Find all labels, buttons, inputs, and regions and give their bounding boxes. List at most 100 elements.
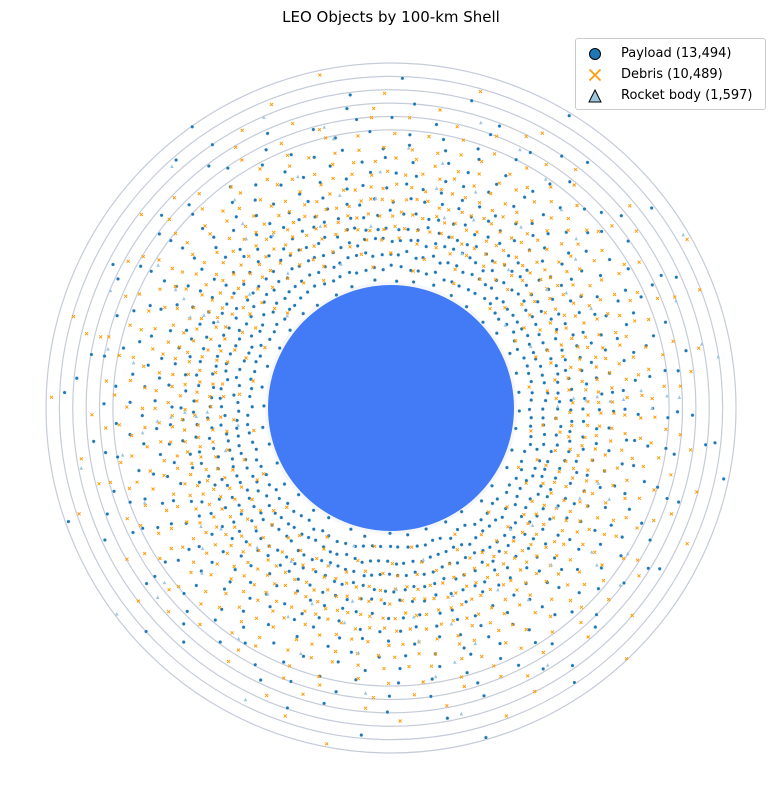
- payload-point: [396, 680, 401, 685]
- payload-point: [486, 219, 491, 224]
- debris-point: [156, 531, 161, 536]
- debris-point: [568, 509, 573, 514]
- debris-point: [600, 248, 604, 253]
- payload-point: [464, 304, 469, 309]
- payload-point: [239, 512, 244, 517]
- debris-point: [257, 635, 262, 640]
- payload-point: [337, 635, 342, 640]
- payload-point: [659, 273, 664, 278]
- payload-point: [490, 603, 495, 608]
- debris-point: [222, 475, 227, 480]
- debris-point: [583, 335, 588, 340]
- debris-point: [571, 400, 575, 405]
- debris-point: [435, 151, 440, 156]
- payload-point: [589, 360, 594, 365]
- payload-point: [515, 494, 520, 499]
- debris-point: [284, 505, 289, 510]
- debris-point: [412, 692, 417, 697]
- debris-point: [255, 478, 260, 482]
- debris-point: [183, 382, 187, 387]
- debris-point: [416, 587, 420, 592]
- debris-point: [221, 209, 225, 213]
- debris-point: [379, 238, 384, 242]
- debris-point: [256, 598, 260, 603]
- rocket-body-point: [286, 271, 290, 275]
- payload-point: [542, 380, 547, 385]
- payload-point: [473, 291, 478, 296]
- debris-point: [214, 325, 218, 330]
- debris-point: [603, 500, 608, 505]
- payload-point: [237, 529, 242, 534]
- debris-point: [180, 417, 185, 422]
- rocket-body-point: [555, 404, 560, 409]
- payload-point: [360, 160, 365, 165]
- debris-point: [347, 204, 352, 209]
- payload-point: [559, 283, 564, 288]
- payload-point: [490, 259, 495, 264]
- payload-point: [66, 519, 71, 524]
- debris-point: [191, 536, 196, 541]
- payload-point: [230, 456, 235, 461]
- debris-point: [435, 637, 440, 641]
- debris-point: [451, 281, 456, 286]
- debris-point: [414, 613, 419, 618]
- payload-point: [460, 270, 465, 275]
- debris-point: [562, 498, 566, 503]
- debris-point: [330, 249, 335, 254]
- payload-point: [556, 533, 561, 538]
- rocket-body-point: [271, 233, 275, 237]
- rocket-body-point: [406, 146, 411, 150]
- payload-point: [541, 415, 546, 420]
- debris-point: [583, 435, 587, 440]
- debris-point: [341, 188, 346, 193]
- payload-point: [115, 455, 120, 460]
- debris-point: [534, 512, 539, 516]
- debris-point: [545, 228, 549, 233]
- payload-point: [388, 531, 393, 536]
- payload-point: [152, 574, 157, 579]
- debris-point: [513, 338, 518, 343]
- debris-point: [228, 514, 233, 519]
- payload-point: [626, 266, 631, 271]
- debris-point: [241, 549, 246, 554]
- debris-point: [301, 692, 305, 697]
- debris-point: [218, 291, 223, 295]
- debris-point: [287, 664, 292, 668]
- payload-point: [292, 617, 297, 622]
- debris-point: [578, 519, 582, 523]
- payload-point: [504, 465, 509, 470]
- debris-point: [158, 556, 162, 561]
- payload-point: [308, 598, 313, 603]
- debris-point: [422, 257, 427, 262]
- rocket-body-point: [700, 342, 704, 346]
- rocket-body-point: [421, 557, 426, 562]
- payload-point: [344, 106, 349, 111]
- payload-point: [288, 679, 293, 684]
- payload-point: [531, 233, 536, 238]
- rocket-body-point: [434, 186, 439, 190]
- payload-point: [476, 146, 481, 151]
- legend-label-debris: Debris (10,489): [621, 67, 723, 82]
- payload-point: [414, 256, 419, 261]
- debris-point: [184, 287, 189, 291]
- payload-point: [536, 492, 541, 497]
- payload-point: [398, 629, 403, 634]
- payload-point: [328, 549, 333, 554]
- payload-point: [250, 404, 255, 409]
- debris-point: [625, 395, 629, 400]
- debris-point: [554, 396, 559, 401]
- shell-ring: [72, 89, 710, 727]
- debris-point: [597, 332, 601, 337]
- debris-point: [334, 594, 339, 599]
- debris-point: [490, 208, 495, 213]
- payload-point: [111, 489, 116, 494]
- payload-point: [620, 535, 625, 540]
- debris-point: [503, 597, 508, 602]
- payload-point: [317, 615, 322, 620]
- debris-point: [545, 247, 549, 252]
- payload-point: [540, 474, 545, 479]
- debris-point: [462, 572, 467, 577]
- payload-point: [301, 654, 306, 659]
- payload-point: [250, 474, 255, 479]
- debris-point: [610, 223, 614, 228]
